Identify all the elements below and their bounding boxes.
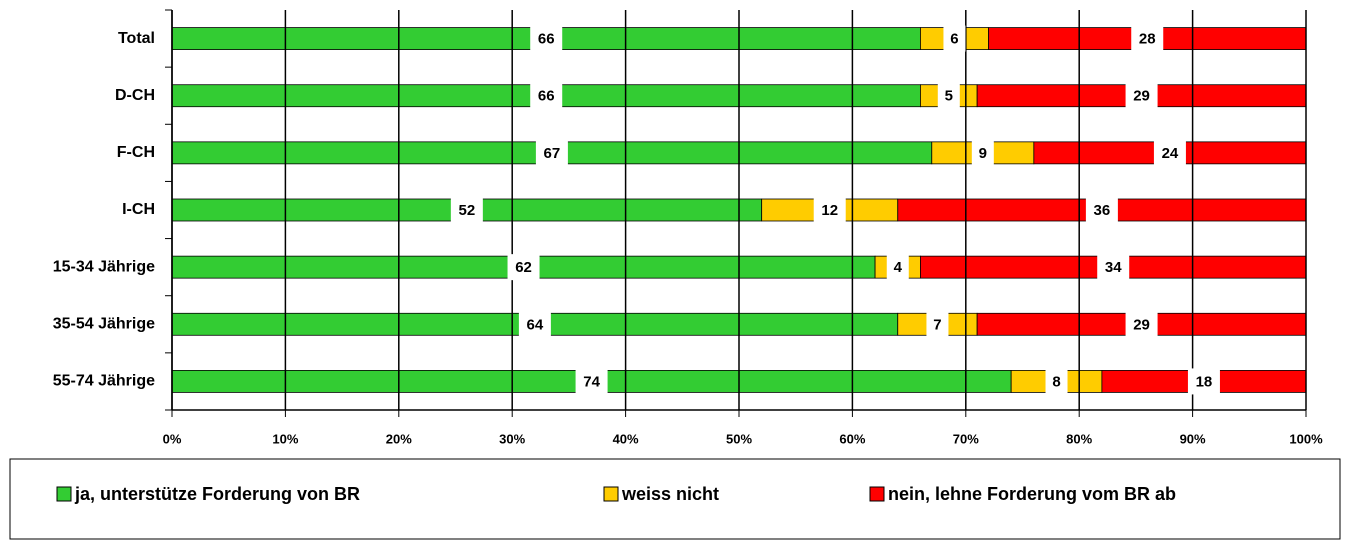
value-label-bg: [1085, 197, 1118, 223]
value-label-bg: [943, 25, 966, 52]
value-label: 74: [583, 373, 600, 390]
y-tick-label: 35-54 Jährige: [53, 316, 155, 333]
x-tick-label: 90%: [1180, 431, 1206, 446]
value-label: 8: [1052, 373, 1060, 390]
value-label: 18: [1196, 373, 1213, 390]
x-tick-label: 80%: [1066, 431, 1092, 446]
x-tick-label: 0%: [163, 431, 182, 446]
y-tick-label: 15-34 Jährige: [53, 258, 155, 275]
value-label-bg: [1131, 25, 1164, 52]
value-label: 5: [945, 88, 953, 105]
x-tick-label: 70%: [953, 431, 979, 446]
x-tick-label: 50%: [726, 431, 752, 446]
legend-label: nein, lehne Forderung vom BR ab: [888, 484, 1176, 504]
value-label: 66: [538, 31, 555, 48]
value-label-bg: [450, 197, 483, 223]
y-tick-label: I-CH: [122, 201, 155, 218]
value-label-bg: [813, 197, 846, 223]
value-label-bg: [1125, 82, 1158, 109]
value-label: 7: [933, 316, 941, 333]
value-label: 64: [527, 316, 544, 333]
y-tick-label: Total: [118, 30, 155, 47]
value-label: 4: [894, 259, 903, 276]
value-label-bg: [937, 82, 960, 109]
y-tick-label: D-CH: [115, 87, 155, 104]
value-label-bg: [535, 139, 568, 166]
y-tick-label: F-CH: [117, 144, 155, 161]
legend-box: [9, 458, 1341, 540]
legend-label: weiss nicht: [621, 484, 719, 504]
value-label: 66: [538, 88, 555, 105]
value-label-bg: [1153, 139, 1186, 166]
value-label: 67: [544, 145, 561, 162]
value-label-bg: [971, 139, 994, 166]
x-tick-label: 30%: [499, 431, 525, 446]
legend-label: ja, unterstütze Forderung von BR: [74, 484, 360, 504]
value-label-bg: [507, 254, 540, 281]
value-label: 62: [515, 259, 532, 276]
value-label: 28: [1139, 31, 1156, 48]
value-label-bg: [1097, 254, 1130, 281]
value-label-bg: [886, 254, 909, 281]
value-label: 52: [458, 202, 475, 219]
value-label-bg: [926, 311, 949, 338]
value-label: 9: [979, 145, 987, 162]
y-tick-label: 55-74 Jährige: [53, 373, 155, 390]
value-label: 29: [1133, 316, 1150, 333]
x-tick-label: 60%: [839, 431, 865, 446]
value-label-bg: [1045, 368, 1068, 395]
value-label-bg: [530, 25, 563, 52]
x-tick-label: 20%: [386, 431, 412, 446]
x-tick-label: 40%: [613, 431, 639, 446]
value-label: 34: [1105, 259, 1122, 276]
value-label: 24: [1162, 145, 1179, 162]
x-tick-label: 100%: [1289, 431, 1323, 446]
value-label: 29: [1133, 88, 1150, 105]
legend-swatch: [869, 486, 885, 502]
legend-swatch: [603, 486, 619, 502]
value-label-bg: [575, 368, 608, 395]
legend-swatch: [56, 486, 72, 502]
value-label: 6: [950, 31, 958, 48]
x-tick-label: 10%: [272, 431, 298, 446]
value-label-bg: [518, 311, 551, 338]
value-label-bg: [530, 82, 563, 109]
value-label-bg: [1125, 311, 1158, 338]
value-label: 36: [1094, 202, 1111, 219]
value-label: 12: [821, 202, 838, 219]
value-label-bg: [1187, 368, 1220, 395]
